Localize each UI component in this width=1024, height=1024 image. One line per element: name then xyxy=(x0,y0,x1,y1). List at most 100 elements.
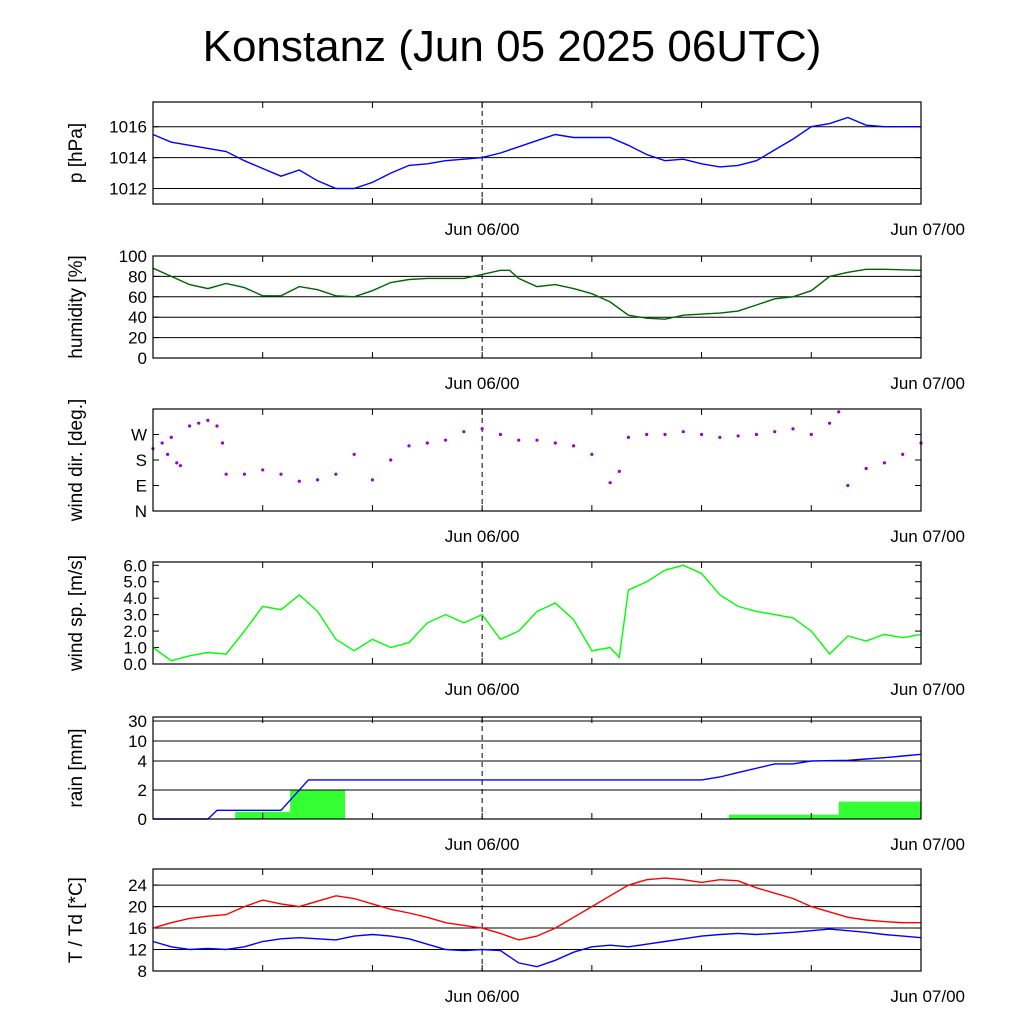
wind-dir-point xyxy=(791,427,795,431)
wind-dir-point xyxy=(590,452,594,456)
y-tick-label: 5.0 xyxy=(123,573,147,592)
y-tick-label: 2.0 xyxy=(123,622,147,641)
series-line xyxy=(152,267,922,320)
wind-dir-point xyxy=(297,479,301,483)
x-tick-label: Jun 07/00 xyxy=(890,680,965,699)
panel-temperature: 8 12 16 20 24 T / Td [*C] Jun 06/00 Jun 07/00 xyxy=(66,868,965,1006)
x-tick-label: Jun 07/00 xyxy=(890,527,965,546)
plot-frame xyxy=(152,101,922,205)
y-axis-label: p [hPa] xyxy=(66,123,87,183)
x-tick-label: Jun 06/00 xyxy=(445,527,520,546)
chart-title: Konstanz (Jun 05 2025 06UTC) xyxy=(202,22,822,71)
wind-dir-point xyxy=(178,464,183,468)
wind-dir-point xyxy=(370,478,375,482)
wind-dir-point xyxy=(846,483,850,488)
x-tick-label: Jun 07/00 xyxy=(890,220,965,239)
wind-dir-point xyxy=(206,418,210,422)
y-tick-label: N xyxy=(135,502,147,521)
wind-dir-point xyxy=(864,466,868,471)
wind-dir-point xyxy=(626,435,631,439)
wind-dir-point xyxy=(242,472,247,476)
wind-dir-point xyxy=(608,481,612,485)
wind-dir-point xyxy=(169,435,173,439)
x-tick-label: Jun 06/00 xyxy=(445,835,520,854)
y-tick-label: 1012 xyxy=(109,180,147,199)
wind-dir-point xyxy=(261,468,265,472)
wind-dir-point xyxy=(334,472,338,476)
y-axis-label: T / Td [*C] xyxy=(66,877,87,963)
plot-frame xyxy=(152,868,922,972)
x-tick-label: Jun 07/00 xyxy=(890,987,965,1006)
y-tick-label: 20 xyxy=(128,329,147,348)
series-line xyxy=(152,928,922,968)
panel-pressure: 1012 1014 1016 p [hPa] Jun 06/00 Jun 07/00 xyxy=(66,101,965,239)
rain-bar xyxy=(729,814,839,819)
y-tick-label: W xyxy=(131,426,147,445)
y-axis-label: humidity [%] xyxy=(66,255,87,358)
wind-dir-point xyxy=(224,472,228,476)
y-tick-label: 1014 xyxy=(109,149,147,168)
wind-dir-point xyxy=(645,432,649,437)
x-tick-label: Jun 07/00 xyxy=(890,374,965,393)
y-tick-label: 2 xyxy=(138,781,147,800)
wind-dir-point xyxy=(617,469,621,473)
rain-bar xyxy=(838,801,921,819)
wind-dir-point xyxy=(517,438,521,442)
panel-wind-speed: 0.01.02.03.04.05.06.0 wind sp. [m/s] Jun 0… xyxy=(66,555,965,699)
wind-dir-point xyxy=(407,444,411,448)
series-line xyxy=(152,564,922,662)
wind-dir-point xyxy=(681,430,685,434)
wind-dir-point xyxy=(279,472,283,476)
wind-dir-point xyxy=(827,421,832,425)
wind-dir-point xyxy=(809,432,813,437)
y-tick-label: 100 xyxy=(119,247,147,266)
wind-dir-point xyxy=(480,427,484,431)
y-tick-label: 24 xyxy=(128,876,147,895)
wind-dir-point xyxy=(160,441,164,445)
series-line xyxy=(152,116,921,190)
wind-dir-point xyxy=(187,424,192,428)
wind-dir-point xyxy=(352,452,356,456)
wind-dir-point xyxy=(443,438,448,442)
y-tick-label: 8 xyxy=(138,962,147,981)
y-tick-label: 60 xyxy=(128,288,147,307)
plot-frame xyxy=(152,255,922,359)
y-tick-label: 16 xyxy=(128,919,147,938)
wind-dir-point xyxy=(754,432,759,437)
x-tick-label: Jun 06/00 xyxy=(445,680,520,699)
x-tick-label: Jun 06/00 xyxy=(445,220,520,239)
wind-dir-point xyxy=(166,452,170,456)
y-tick-label: 20 xyxy=(128,898,147,917)
y-tick-label: 0.0 xyxy=(123,655,147,674)
y-tick-label: 1.0 xyxy=(123,639,147,658)
y-tick-label: 30 xyxy=(128,712,147,731)
y-tick-label: 80 xyxy=(128,267,147,286)
wind-dir-point xyxy=(882,461,887,465)
wind-dir-point xyxy=(498,432,503,437)
wind-dir-point xyxy=(736,434,740,438)
rain-bar xyxy=(290,790,345,819)
x-tick-label: Jun 06/00 xyxy=(445,374,520,393)
y-tick-label: 40 xyxy=(128,308,147,327)
wind-dir-point xyxy=(220,441,225,445)
wind-dir-point xyxy=(315,478,320,482)
x-tick-label: Jun 07/00 xyxy=(890,835,965,854)
plot-frame xyxy=(152,716,922,820)
x-tick-label: Jun 06/00 xyxy=(445,987,520,1006)
wind-dir-point xyxy=(462,430,466,434)
y-axis-label: wind sp. [m/s] xyxy=(66,555,87,672)
wind-dir-point xyxy=(535,438,539,442)
wind-dir-point xyxy=(553,441,557,445)
wind-dir-point xyxy=(571,444,576,448)
y-tick-label: 6.0 xyxy=(123,556,147,575)
y-tick-label: E xyxy=(136,477,147,496)
y-tick-label: 10 xyxy=(128,732,147,751)
y-tick-label: 4 xyxy=(138,752,147,771)
y-axis-label: wind dir. [deg.] xyxy=(66,399,87,523)
wind-dir-point xyxy=(773,430,777,434)
plot-frame xyxy=(152,408,922,512)
